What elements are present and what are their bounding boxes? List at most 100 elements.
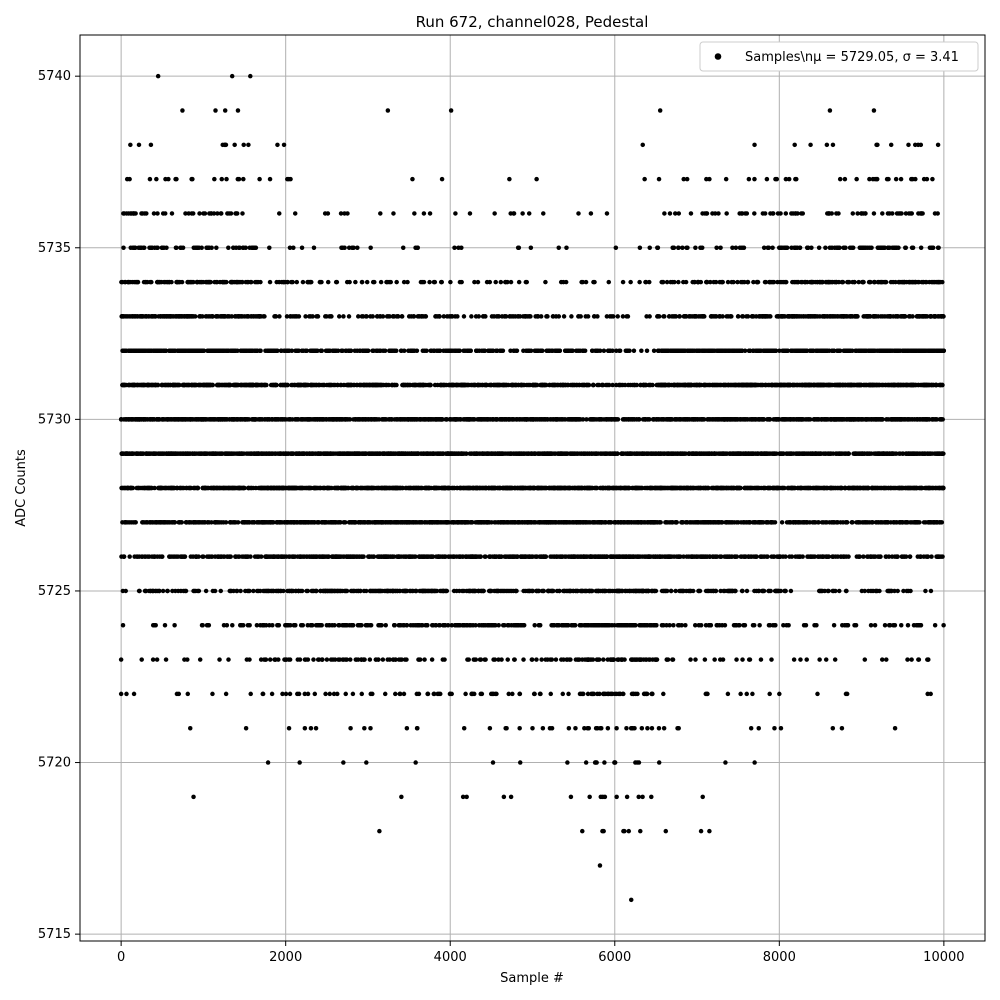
sample-point [414,725,420,731]
sample-point [218,588,224,594]
sample-point [378,279,384,285]
sample-point [368,725,373,731]
sample-point [183,588,189,594]
sample-point [169,279,174,285]
sample-point [490,760,496,765]
sample-point [270,623,275,628]
sample-point [394,279,399,285]
sample-point [210,382,216,388]
sample-point [347,279,352,285]
sample-point [260,691,266,697]
sample-point [383,623,388,628]
sample-point [135,279,141,285]
sample-point [293,623,298,628]
sample-point [501,794,507,800]
outlier-point [461,725,467,731]
sample-point [325,211,331,216]
sample-point [376,657,381,662]
sample-point [438,691,443,697]
outlier-point [734,657,739,662]
sample-point [319,348,325,353]
sample-point [461,314,467,319]
sample-point [455,314,460,319]
sample-point [259,554,264,559]
sample-point [437,314,442,319]
sample-point [367,657,373,662]
sample-point [353,279,358,285]
sample-point [120,623,126,628]
sample-point [309,279,314,285]
sample-point [472,691,477,697]
sample-point [244,657,250,662]
sample-point [493,279,498,285]
sample-point [350,623,356,628]
sample-point [148,142,154,148]
sample-point [359,279,365,285]
sample-point [240,211,245,216]
outlier-point [382,691,388,697]
sample-point [422,657,427,662]
sample-point [483,314,488,319]
chart-title: Run 672, channel028, Pedestal [416,13,649,31]
sample-point [201,348,207,353]
sample-point [393,691,398,697]
sample-point [310,623,315,628]
sample-point [163,348,169,353]
outlier-point [684,176,690,182]
outlier-point [526,211,532,216]
sample-point [319,279,324,285]
sample-point [214,245,219,251]
sample-point [414,348,420,353]
sample-point [121,245,126,251]
sample-point [487,725,493,731]
sample-point [248,691,253,697]
sample-point [133,245,138,251]
sample-point [155,382,161,388]
outlier-point [191,794,196,800]
sample-point [359,691,365,697]
outlier-point [210,691,215,697]
sample-point [487,279,493,285]
sample-point [162,623,168,628]
outlier-point [588,211,594,216]
sample-point [514,588,519,594]
outlier-point [935,142,941,148]
sample-point [350,691,356,697]
sample-point [399,794,404,800]
sample-point [128,142,133,148]
sample-point [414,691,420,697]
sample-point [394,382,399,388]
sample-point [223,142,229,148]
sample-point [439,176,445,182]
sample-point [243,245,248,251]
sample-point [377,828,382,834]
sample-point [180,245,186,251]
sample-point [269,691,275,697]
sample-point [241,176,246,182]
sample-point [248,554,253,559]
sample-point [265,760,271,765]
sample-point [195,485,201,491]
sample-point [223,520,229,525]
sample-point [312,691,318,697]
sample-point [401,348,407,353]
sample-point [155,245,160,251]
sample-point [196,588,202,594]
sample-point [147,176,153,182]
sample-point [404,657,409,662]
sample-point [247,588,252,594]
sample-point [212,176,217,182]
outlier-point [778,725,784,731]
sample-point [327,691,333,697]
sample-point [412,211,417,216]
sample-point [324,657,330,662]
sample-point [199,245,204,251]
outlier-point [738,691,743,697]
sample-point [234,588,239,594]
sample-point [228,554,233,559]
sample-point [267,657,273,662]
sample-point [388,279,393,285]
sample-point [365,348,371,353]
outlier-point [783,176,789,182]
